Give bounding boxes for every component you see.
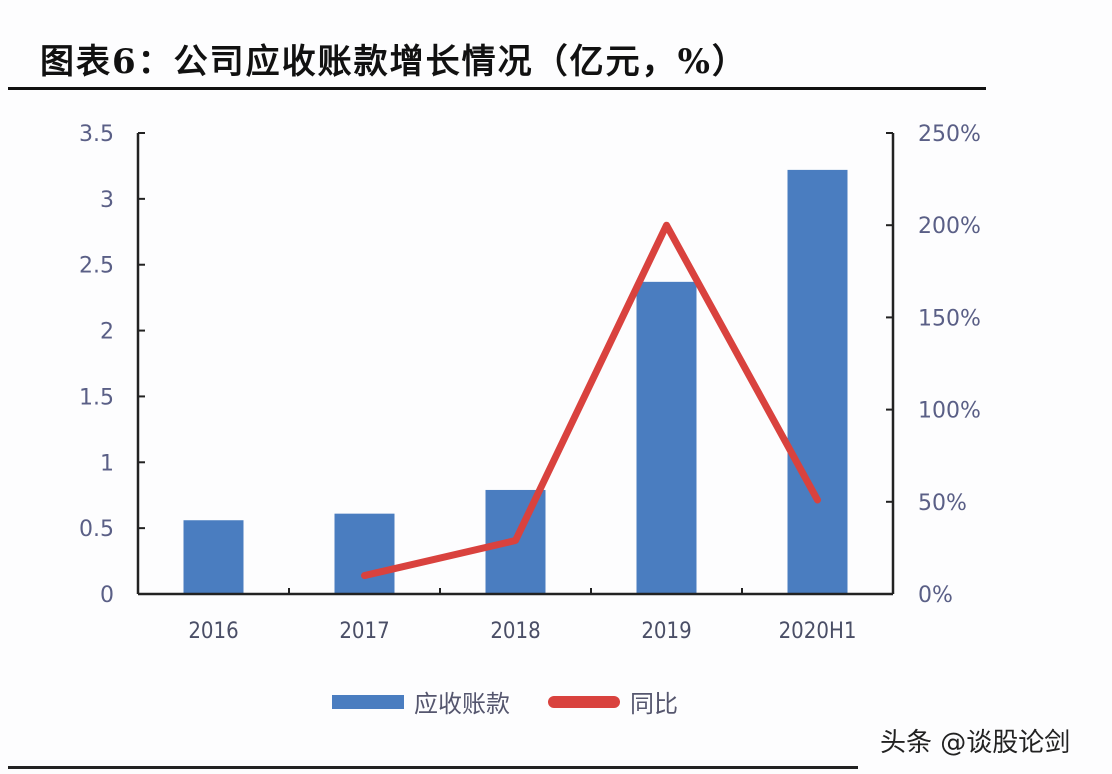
right-tick-label: 100% xyxy=(918,399,981,424)
right-tick-label: 0% xyxy=(918,583,953,608)
bar-2017 xyxy=(334,513,395,594)
legend-item-receivables: 应收账款 xyxy=(332,684,510,719)
left-tick-label: 2 xyxy=(100,320,114,345)
chart-title: 图表6：公司应收账款增长情况（亿元，%） xyxy=(40,42,748,82)
legend-item-yoy: 同比 xyxy=(524,684,678,719)
title-divider xyxy=(8,87,986,90)
left-tick-label: 1.5 xyxy=(79,385,114,410)
combo-chart: 0 0.5 1 1.5 2 2.5 3 3.5 0% 50% 100% 150% 200% 250% 201… xyxy=(79,122,981,644)
bar-swatch-icon xyxy=(332,694,404,709)
left-tick-label: 0 xyxy=(100,583,114,608)
bottom-divider xyxy=(8,766,858,769)
bar-2019 xyxy=(636,281,697,594)
x-tick-label: 2016 xyxy=(188,619,238,644)
bar-2020H1 xyxy=(787,169,848,594)
x-tick-label: 2020H1 xyxy=(779,619,857,644)
right-tick-label: 150% xyxy=(918,306,981,331)
watermark: 头条 @谈股论剑 xyxy=(880,728,1071,758)
left-tick-label: 2.5 xyxy=(79,254,114,279)
x-tick-label: 2017 xyxy=(339,619,389,644)
legend-label-receivables: 应收账款 xyxy=(414,690,510,718)
x-tick-label: 2019 xyxy=(641,619,691,644)
left-tick-label: 3 xyxy=(100,188,114,213)
left-tick-label: 0.5 xyxy=(79,517,114,542)
right-tick-label: 50% xyxy=(918,491,967,516)
left-tick-label: 3.5 xyxy=(79,122,114,147)
right-tick-label: 200% xyxy=(918,214,981,239)
right-tick-label: 250% xyxy=(918,122,981,147)
x-tick-label: 2018 xyxy=(490,619,540,644)
legend-label-yoy: 同比 xyxy=(630,690,678,718)
line-swatch-icon xyxy=(548,695,620,708)
yoy-line xyxy=(361,221,821,580)
left-tick-label: 1 xyxy=(100,451,114,476)
legend: 应收账款 同比 xyxy=(332,684,678,719)
bar-2016 xyxy=(183,520,244,594)
